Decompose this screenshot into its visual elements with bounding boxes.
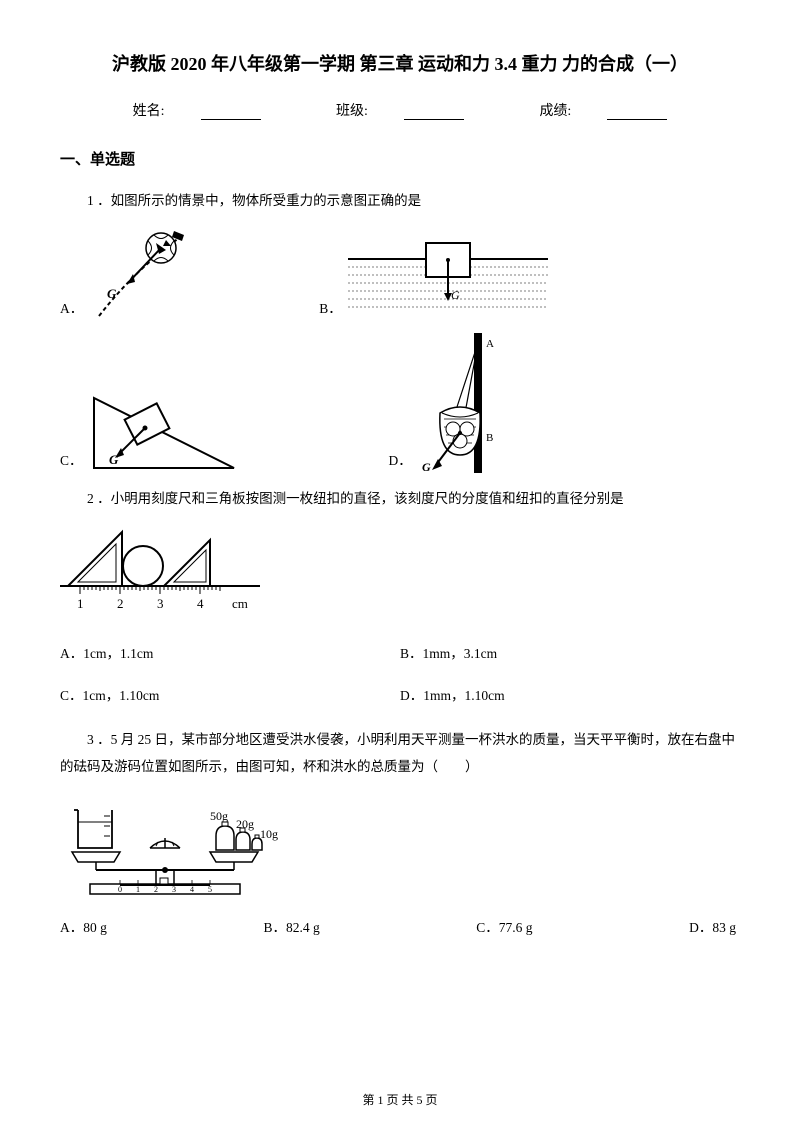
q3-a: A．80 g bbox=[60, 916, 107, 936]
q1-option-c: C． G bbox=[60, 388, 239, 473]
class-label: 班级: bbox=[336, 104, 368, 119]
q1-option-b: B． G bbox=[319, 241, 548, 321]
q1-c-figure: G bbox=[89, 388, 239, 473]
q3-c: C．77.6 g bbox=[476, 916, 532, 936]
page-footer: 第 1 页 共 5 页 bbox=[0, 1091, 800, 1108]
q1-option-d: D． A B G bbox=[389, 333, 508, 473]
q1-a-label: A． bbox=[60, 297, 83, 317]
point-b: B bbox=[486, 432, 493, 444]
svg-text:1: 1 bbox=[136, 885, 140, 894]
g-label: G bbox=[451, 288, 460, 302]
q1-d-figure: A B G bbox=[418, 333, 508, 473]
ruler-1: 1 bbox=[77, 596, 84, 611]
name-label: 姓名: bbox=[133, 104, 165, 119]
ruler-3: 3 bbox=[157, 596, 164, 611]
q1-c-label: C． bbox=[60, 449, 83, 469]
svg-text:3: 3 bbox=[172, 885, 176, 894]
ruler-4: 4 bbox=[197, 596, 204, 611]
q1-option-a: A． G bbox=[60, 226, 209, 321]
q2-text: 2 ．小明用刻度尺和三角板按图测一枚纽扣的直径，该刻度尺的分度值和纽扣的直径分别… bbox=[60, 485, 740, 512]
g-label: G bbox=[107, 286, 117, 301]
class-blank bbox=[404, 106, 464, 120]
q2-figure: 1 2 3 4 cm bbox=[60, 524, 260, 624]
ruler-cm: cm bbox=[232, 596, 248, 611]
mass-50g: 50g bbox=[210, 809, 228, 823]
mass-20g: 20g bbox=[236, 817, 254, 831]
q1-row2: C． G D． A B G bbox=[60, 333, 740, 473]
g-label: G bbox=[109, 452, 119, 467]
score-label: 成绩: bbox=[539, 104, 571, 119]
q3-text: 3 ．5 月 25 日，某市部分地区遭受洪水侵袭，小明利用天平测量一杯洪水的质量… bbox=[60, 726, 740, 780]
q3-options: A．80 g B．82.4 g C．77.6 g D．83 g bbox=[60, 916, 740, 936]
page-title: 沪教版 2020 年八年级第一学期 第三章 运动和力 3.4 重力 力的合成（一… bbox=[60, 50, 740, 76]
mass-10g: 10g bbox=[260, 827, 278, 841]
q1-b-figure: G bbox=[348, 241, 548, 321]
q3-b: B．82.4 g bbox=[263, 916, 319, 936]
q2-row1: A．1cm，1.1cm B．1mm，3.1cm bbox=[60, 642, 740, 662]
svg-text:2: 2 bbox=[154, 885, 158, 894]
q3-d: D．83 g bbox=[689, 916, 736, 936]
student-info: 姓名: 班级: 成绩: bbox=[60, 100, 740, 120]
q1-text: 1 ．如图所示的情景中，物体所受重力的示意图正确的是 bbox=[60, 187, 740, 214]
q2-a: A．1cm，1.1cm bbox=[60, 642, 400, 662]
point-a: A bbox=[486, 338, 494, 350]
section-heading: 一、单选题 bbox=[60, 148, 740, 169]
q2-row2: C．1cm，1.10cm D．1mm，1.10cm bbox=[60, 684, 740, 704]
q2-b: B．1mm，3.1cm bbox=[400, 642, 740, 662]
q1-a-figure: G bbox=[89, 226, 209, 321]
q2-d: D．1mm，1.10cm bbox=[400, 684, 740, 704]
q3-figure: 50g 20g 10g 0 1 2 3 4 5 bbox=[60, 792, 280, 902]
svg-text:0: 0 bbox=[118, 885, 122, 894]
name-blank bbox=[201, 106, 261, 120]
svg-text:4: 4 bbox=[190, 885, 194, 894]
score-blank bbox=[607, 106, 667, 120]
q1-row1: A． G B． G bbox=[60, 226, 740, 321]
q2-c: C．1cm，1.10cm bbox=[60, 684, 400, 704]
svg-text:5: 5 bbox=[208, 885, 212, 894]
g-label: G bbox=[422, 460, 431, 473]
q1-b-label: B． bbox=[319, 297, 342, 317]
ruler-2: 2 bbox=[117, 596, 124, 611]
q1-d-label: D． bbox=[389, 449, 412, 469]
